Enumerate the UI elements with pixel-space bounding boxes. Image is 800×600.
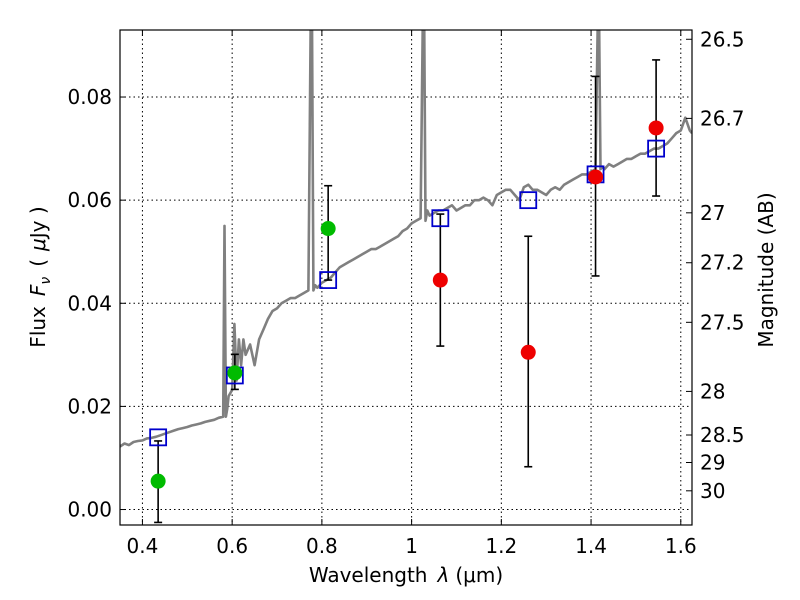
x-tick-label: 0.4 [127, 534, 159, 558]
mag-tick-label: 27.5 [700, 310, 745, 334]
y-tick-label: 0.00 [67, 498, 112, 522]
grid-lines [120, 30, 692, 525]
mag-tick-label: 28 [700, 379, 725, 403]
errorbar-layer [154, 59, 661, 524]
observed-point [520, 344, 536, 360]
model-photometry-square [319, 271, 338, 289]
y-tick-label: 0.04 [67, 291, 112, 315]
observed-point [648, 120, 664, 136]
mag-tick-label: 30 [700, 479, 725, 503]
tick-labels: 0.4 0.6 0.8 1 1.2 1.4 1.6 0.00 0.02 0.04 0.06 0.08 2… [67, 27, 744, 558]
observed-point [227, 365, 243, 381]
y-axis-label: FluxFν(μJy ) [26, 206, 54, 347]
model-photometry-square [431, 209, 450, 228]
y-tick-label: 0.02 [67, 394, 112, 418]
model-photometry-square [519, 191, 538, 210]
model-photometry-square [149, 428, 168, 447]
x-tick-label: 0.8 [306, 534, 338, 558]
plot-area [120, 30, 692, 524]
y-tick-label: 0.08 [67, 85, 112, 109]
observed-point [588, 169, 604, 185]
y2-axis-label: Magnitude (AB) [754, 192, 778, 347]
spectrum-line [120, 30, 692, 448]
spectrum-layer [120, 30, 692, 448]
axis-ticks [120, 30, 692, 525]
y-tick-label: 0.06 [67, 188, 112, 212]
x-tick-label: 1 [405, 534, 418, 558]
mag-tick-label: 27 [700, 201, 725, 225]
model-photometry-square [647, 139, 666, 158]
x-tick-label: 1.6 [665, 534, 697, 558]
x-tick-label: 0.6 [216, 534, 248, 558]
mag-tick-label: 29 [700, 451, 725, 475]
x-tick-label: 1.2 [485, 534, 517, 558]
observed-photometry-layer [150, 120, 664, 489]
mag-tick-label: 26.5 [700, 27, 745, 51]
mag-tick-label: 27.2 [700, 251, 745, 275]
mag-tick-label: 26.7 [700, 106, 745, 130]
observed-point [150, 473, 166, 489]
observed-point [320, 221, 336, 237]
mag-tick-label: 28.5 [700, 423, 745, 447]
x-tick-label: 1.4 [575, 534, 607, 558]
x-axis-label: Wavelength λ (μm) [309, 563, 503, 587]
plot-frame [119, 29, 693, 526]
observed-point [432, 272, 448, 288]
